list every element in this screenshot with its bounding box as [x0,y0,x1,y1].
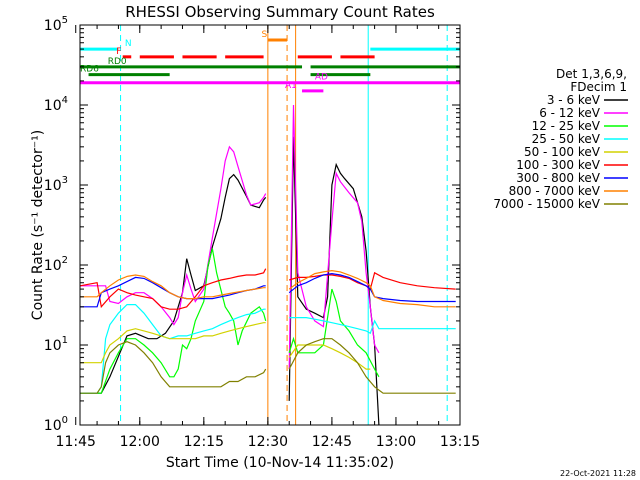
flag-label: F [116,47,121,57]
y-tick-label: 104 [44,95,68,114]
flag-label: N [125,39,132,49]
y-tick-label: 103 [44,175,68,194]
legend-entry-label: 6 - 12 keV [539,106,601,120]
legend-entry-label: 12 - 25 keV [532,119,601,133]
x-tick-label: 13:15 [440,434,480,450]
series-line [80,248,380,394]
legend-entry-label: 50 - 100 keV [524,145,601,159]
y-tick-label: 100 [44,415,68,434]
flag-label: A1 [285,81,297,91]
footer-date: 22-Oct-2021 11:28 [560,469,636,478]
flag-label: AD [315,73,328,83]
legend-entry-label: 7000 - 15000 keV [493,197,600,211]
series-line [80,304,456,394]
x-tick-label: 13:00 [376,434,416,450]
legend-entry-label: 100 - 300 keV [516,158,600,172]
x-tick-label: 12:45 [312,434,352,450]
x-tick-label: 12:30 [248,434,288,450]
legend-entry-label: 300 - 800 keV [516,171,600,185]
y-axis-label: Count Rate (s⁻¹ detector⁻¹) [30,130,46,320]
x-tick-label: 12:00 [120,434,160,450]
legend-entry-label: 3 - 6 keV [547,93,601,107]
x-axis-label: Start Time (10-Nov-14 11:35:02) [166,455,394,471]
legend-header: Det 1,3,6,9, [556,67,627,81]
x-tick-label: 12:15 [184,434,224,450]
series-line [80,268,456,310]
series-line [80,269,456,308]
y-tick-label: 102 [44,255,68,274]
x-tick-label: 11:45 [56,434,96,450]
flag-label: RD6 [80,65,99,75]
legend-entry-label: 25 - 50 keV [532,132,601,146]
y-tick-label: 105 [44,15,68,34]
series-line [80,104,380,370]
plot-frame [79,24,461,426]
flag-label: RD0 [108,57,127,67]
legend-header: FDecim 1 [570,80,627,94]
series-line [80,322,371,370]
chart-title: RHESSI Observing Summary Count Rates [125,3,435,21]
flag-label: S [261,30,267,40]
legend-entry-label: 800 - 7000 keV [509,184,601,198]
series-line [80,338,456,394]
y-tick-label: 101 [44,335,68,354]
